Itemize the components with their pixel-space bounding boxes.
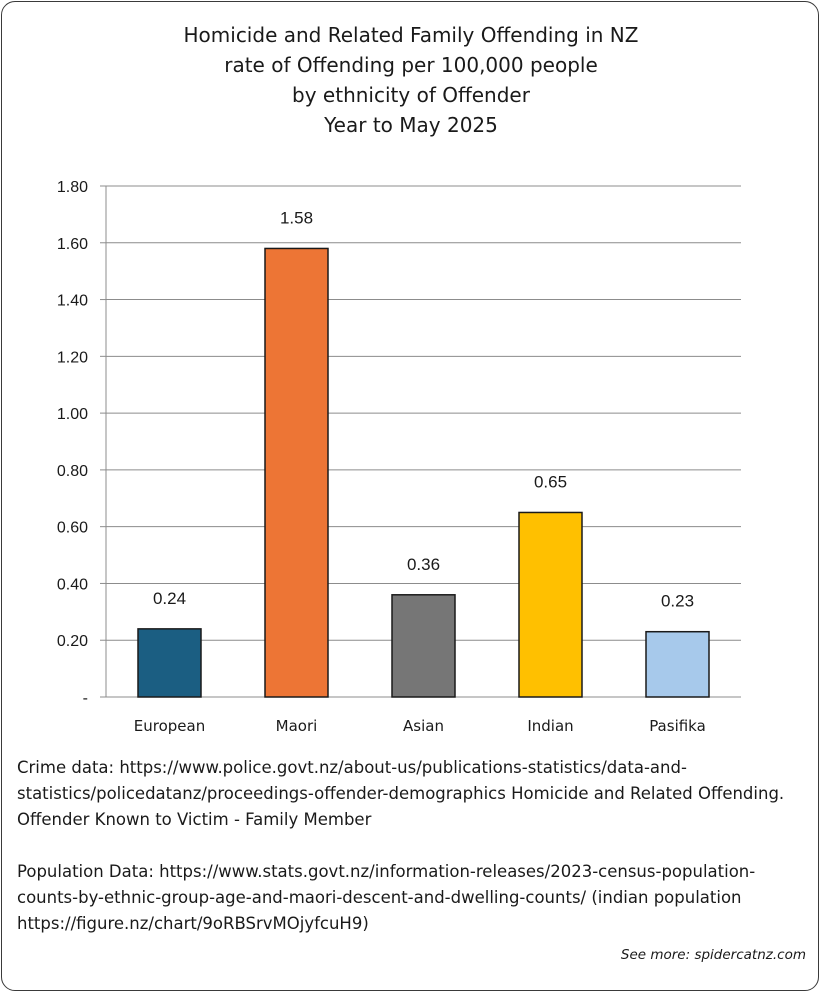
category-label-indian: Indian [527, 717, 573, 735]
y-tick-label: 1.20 [57, 349, 88, 366]
chart-title: Homicide and Related Family Offending in… [0, 20, 822, 140]
y-tick-label: 0.20 [57, 633, 88, 650]
bar-pasifika [645, 630, 710, 698]
y-tick-label: 0.80 [57, 463, 88, 480]
category-label-maori: Maori [276, 717, 318, 735]
y-axis-ticks: - 0.20 0.40 0.60 0.80 1.00 1.20 1.40 1.60 1.80 [57, 179, 88, 707]
bar-indian [518, 511, 583, 698]
bar-maori [264, 247, 329, 698]
y-tick-label: 1.00 [57, 406, 88, 423]
y-tick-label: 1.80 [57, 179, 88, 196]
title-line-3: by ethnicity of Offender [292, 83, 530, 107]
y-tick-label: 0.60 [57, 520, 88, 537]
crime-data-note: Crime data: https://www.police.govt.nz/a… [17, 758, 785, 829]
data-label-indian: 0.65 [534, 472, 567, 491]
bars [137, 247, 710, 698]
category-label-european: European [134, 717, 205, 735]
y-tick-label: 1.60 [57, 236, 88, 253]
x-axis-categories: European Maori Asian Indian Pasifika [134, 717, 706, 735]
source-notes: Crime data: https://www.police.govt.nz/a… [17, 755, 807, 963]
category-label-pasifika: Pasifika [649, 717, 706, 735]
title-line-4: Year to May 2025 [324, 113, 498, 137]
y-tick-label: 1.40 [57, 293, 88, 310]
title-line-1: Homicide and Related Family Offending in… [183, 23, 639, 47]
gridlines [100, 185, 741, 698]
y-tick-label: 0.40 [57, 576, 88, 593]
title-line-2: rate of Offending per 100,000 people [224, 53, 598, 77]
data-label-european: 0.24 [153, 589, 186, 608]
site-credit: See more: spidercatnz.com [620, 947, 806, 963]
data-label-maori: 1.58 [280, 208, 313, 227]
data-labels: 0.24 1.58 0.36 0.65 0.23 [153, 208, 694, 610]
category-label-asian: Asian [403, 717, 444, 735]
bar-european [137, 628, 202, 698]
population-data-note: Population Data: https://www.stats.govt.… [17, 862, 756, 933]
data-label-pasifika: 0.23 [661, 592, 694, 611]
y-tick-label: - [83, 690, 88, 707]
bar-asian [391, 594, 456, 698]
data-label-asian: 0.36 [407, 555, 440, 574]
